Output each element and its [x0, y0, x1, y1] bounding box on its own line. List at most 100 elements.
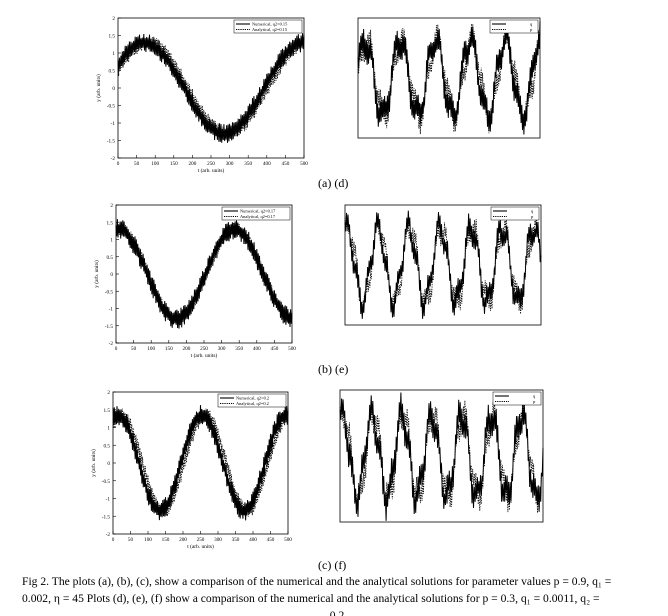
y-tick-label-a: -0.5	[107, 104, 116, 110]
x-axis-label-a: t (arb. units)	[198, 167, 225, 174]
x-tick-label-a: 250	[207, 161, 215, 167]
x-tick-label-c: 450	[267, 537, 275, 543]
x-tick-label-a: 200	[189, 161, 197, 167]
legend-label-e: p	[531, 214, 534, 219]
x-tick-label-b: 400	[253, 346, 261, 352]
x-tick-label-b: 150	[165, 346, 173, 352]
caption-line-3: 0.2	[329, 609, 345, 616]
legend-label-b: Numerical, q2=0.17	[240, 209, 276, 215]
chart-a: 21.510.50-0.5-1-1.5-20 50 100 150 200 250 300 3…	[95, 16, 308, 174]
y-tick-label-c: 2	[107, 390, 110, 396]
x-axis-label-c: t (arb. units)	[187, 543, 214, 550]
chart-f: qp	[339, 389, 544, 523]
plot-frame-e	[344, 204, 542, 326]
series-line-a-0	[117, 33, 305, 143]
x-tick-label-b: 200	[183, 346, 191, 352]
y-tick-label-b: -1	[109, 307, 114, 313]
x-tick-label-b: 500	[288, 346, 296, 352]
x-tick-label-a: 400	[263, 161, 271, 167]
legend-box-c	[217, 393, 287, 408]
chart-e: qp	[344, 204, 542, 326]
x-tick-label-a: 450	[282, 161, 290, 167]
y-tick-label-b: -2	[109, 341, 114, 347]
y-tick-label-c: 1.5	[104, 408, 111, 414]
y-tick-label-c: -1.5	[102, 514, 111, 520]
y-tick-label-c: 0.5	[104, 443, 111, 449]
plot-frame-a	[117, 17, 305, 159]
plot-frame-d	[357, 17, 541, 139]
x-tick-label-a: 0	[117, 161, 120, 167]
legend-label-c: Numerical, q2=0.2	[236, 396, 269, 402]
legend-label-c: Analytical, q2=0.2	[236, 401, 269, 407]
legend-box-b	[221, 206, 291, 221]
chart-c: 21.510.50-0.5-1-1.5-20 50 100 150 200 250 300 3…	[90, 390, 292, 550]
series-line-c-0	[112, 405, 289, 521]
row-label-a-d: (a) (d)	[318, 176, 349, 190]
y-tick-label-c: -2	[106, 532, 111, 538]
y-tick-label-c: 1	[107, 426, 110, 432]
x-tick-label-a: 100	[151, 161, 159, 167]
x-tick-label-b: 0	[115, 346, 118, 352]
series-line-f-1	[339, 396, 544, 513]
legend-label-d: q	[530, 22, 533, 27]
series-line-d-1	[357, 20, 541, 135]
series-line-e-0	[344, 210, 542, 319]
x-tick-label-a: 500	[300, 161, 308, 167]
x-tick-label-b: 450	[271, 346, 279, 352]
y-tick-label-b: 0.5	[107, 255, 114, 261]
legend-label-a: Analytical, q2=0.15	[252, 27, 288, 33]
legend-label-e: q	[531, 209, 534, 214]
y-tick-label-b: 1	[110, 238, 113, 244]
series-line-f-0	[339, 392, 544, 521]
y-tick-label-b: 2	[110, 203, 113, 209]
chart-b: 21.510.50-0.5-1-1.5-20 50 100 150 200 250 300 3…	[93, 203, 296, 359]
caption-line-1: Fig 2. The plots (a), (b), (c), show a c…	[22, 575, 612, 588]
series-line-e-1	[344, 214, 542, 316]
x-tick-label-c: 200	[179, 537, 187, 543]
x-tick-label-a: 50	[134, 161, 140, 167]
x-tick-label-c: 0	[112, 537, 115, 543]
y-tick-label-a: 0.5	[109, 69, 116, 75]
x-tick-label-c: 400	[249, 537, 257, 543]
row-label-c-f: (c) (f)	[318, 558, 347, 572]
y-tick-label-a: -1.5	[107, 139, 116, 145]
y-tick-label-b: 0	[110, 272, 113, 278]
figure-canvas: 21.510.50-0.5-1-1.5-20 50 100 150 200 250 300 3…	[90, 16, 544, 550]
x-tick-label-a: 350	[244, 161, 252, 167]
y-axis-label-c: y (arb. units)	[90, 449, 97, 477]
series-line-b-0	[115, 219, 293, 329]
x-tick-label-c: 350	[232, 537, 240, 543]
x-tick-label-c: 250	[197, 537, 205, 543]
y-tick-label-b: -1.5	[105, 324, 114, 330]
x-tick-label-b: 250	[200, 346, 208, 352]
x-tick-label-a: 150	[170, 161, 178, 167]
series-line-b-1	[115, 222, 293, 326]
chart-d: qp	[357, 17, 541, 139]
x-tick-label-b: 100	[147, 346, 155, 352]
y-tick-label-c: 0	[107, 461, 110, 467]
y-tick-label-a: -1	[111, 121, 116, 127]
row-label-b-e: (b) (e)	[318, 362, 349, 376]
x-tick-label-c: 500	[284, 537, 292, 543]
y-tick-label-a: 1.5	[109, 34, 116, 40]
x-tick-label-b: 300	[218, 346, 226, 352]
x-tick-label-c: 150	[162, 537, 170, 543]
legend-label-d: p	[530, 27, 533, 32]
legend-label-a: Numerical, q2=0.15	[252, 22, 288, 28]
legend-box-a	[233, 19, 303, 34]
caption-line-2: 0.002, η = 45 Plots (d), (e), (f) show a…	[22, 592, 600, 605]
x-tick-label-c: 50	[128, 537, 134, 543]
y-tick-label-a: 2	[112, 16, 115, 22]
series-line-c-1	[112, 408, 289, 518]
y-tick-label-b: -0.5	[105, 289, 114, 295]
y-tick-label-c: -0.5	[102, 479, 111, 485]
y-tick-label-a: -2	[111, 156, 116, 162]
x-tick-label-a: 300	[226, 161, 234, 167]
legend-label-f: p	[533, 399, 536, 404]
series-line-d-0	[357, 21, 541, 135]
x-axis-label-b: t (arb. units)	[191, 352, 218, 359]
x-tick-label-c: 300	[214, 537, 222, 543]
legend-label-f: q	[533, 394, 536, 399]
y-axis-label-b: y (arb. units)	[93, 260, 100, 288]
x-tick-label-c: 100	[144, 537, 152, 543]
